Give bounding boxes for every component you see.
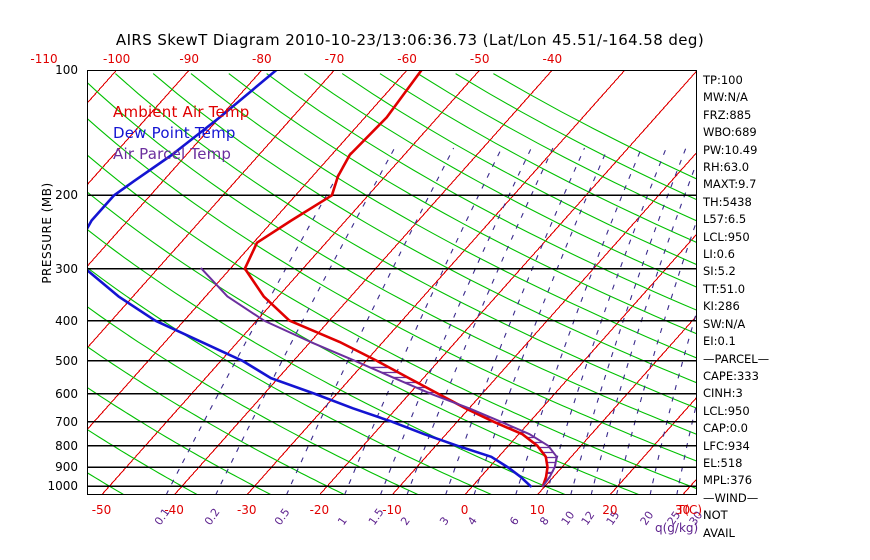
top-temp-tick--70: -70 — [324, 52, 345, 66]
stat-line-4: PW:10.49 — [703, 142, 758, 157]
top-temp-tick--50: -50 — [469, 52, 490, 66]
stat-line-5: RH:63.0 — [703, 160, 750, 175]
stat-line-13: KI:286 — [703, 299, 740, 314]
top-temp-tick--100: -100 — [103, 52, 131, 66]
bottom-temp-tick--20: -20 — [309, 503, 330, 517]
stat-line-11: SI:5.2 — [703, 264, 736, 279]
stat-line-21: LFC:934 — [703, 438, 750, 453]
top-temp-tick--90: -90 — [179, 52, 200, 66]
stat-line-10: LI:0.6 — [703, 247, 735, 262]
x-axis-temp-label: T(C) — [677, 503, 703, 517]
pressure-tick-400: 400 — [55, 313, 78, 328]
mixing-ratio-tick-20: 20 — [637, 508, 657, 528]
bottom-temp-tick--50: -50 — [91, 503, 112, 517]
pressure-tick-800: 800 — [55, 438, 78, 453]
stat-line-16: —PARCEL— — [703, 351, 770, 366]
x-axis-mixing-label: q(g/kg) — [655, 521, 699, 535]
stat-line-18: CINH:3 — [703, 386, 743, 401]
bottom-temp-tick-10: 10 — [529, 503, 545, 517]
stat-line-1: MW:N/A — [703, 90, 748, 105]
top-temp-tick--60: -60 — [397, 52, 417, 66]
bottom-temp-tick--40: -40 — [164, 503, 184, 517]
stat-line-3: WBO:689 — [703, 125, 757, 140]
stat-line-0: TP:100 — [703, 73, 743, 87]
bottom-temp-tick--10: -10 — [382, 503, 402, 517]
legend-ambient: Ambient Air Temp — [113, 103, 250, 121]
pressure-tick-700: 700 — [55, 414, 78, 429]
legend-dewpoint: Dew Point Temp — [113, 124, 236, 142]
legend-parcel: Air Parcel Temp — [113, 145, 232, 163]
pressure-tick-900: 900 — [55, 460, 78, 475]
stat-line-7: TH:5438 — [703, 194, 752, 209]
mixing-ratio-tick-0.5: 0.5 — [272, 505, 294, 528]
bottom-temp-tick-0: 0 — [460, 503, 469, 517]
mixing-ratio-tick-1: 1 — [335, 514, 351, 528]
mixing-ratio-tick-6: 6 — [506, 514, 522, 528]
mixing-ratio-tick-2: 2 — [398, 514, 413, 528]
mixing-ratio-tick-0.2: 0.2 — [201, 505, 223, 528]
pressure-tick-600: 600 — [55, 386, 78, 401]
top-temp-tick--40: -40 — [542, 52, 563, 66]
top-temp-tick--80: -80 — [252, 52, 272, 66]
mixing-ratio-tick-12: 12 — [578, 508, 598, 528]
stat-line-25: NOT — [703, 508, 728, 523]
skewt-canvas — [87, 70, 697, 495]
pressure-tick-200: 200 — [55, 188, 78, 203]
mixing-ratio-tick-8: 8 — [537, 514, 553, 528]
stat-line-26: AVAIL — [703, 525, 735, 540]
pressure-axis-title: PRESSURE (MB) — [40, 182, 54, 284]
page-title: AIRS SkewT Diagram 2010-10-23/13:06:36.7… — [115, 31, 705, 49]
mixing-ratio-tick-3: 3 — [436, 514, 452, 528]
pressure-tick-500: 500 — [55, 353, 78, 368]
pressure-tick-300: 300 — [55, 261, 78, 276]
sounding-stats-panel: TP:100 MW:N/A FRZ:885 WBO:689 PW:10.49 RH:63.… — [703, 72, 823, 542]
stat-line-20: CAP:0.0 — [703, 421, 748, 436]
mixing-ratio-tick-10: 10 — [558, 508, 578, 528]
plot-area — [87, 70, 697, 495]
stat-line-17: CAPE:333 — [703, 368, 759, 383]
bottom-temp-tick--30: -30 — [236, 503, 257, 517]
pressure-tick-1000: 1000 — [47, 479, 78, 494]
bottom-temp-tick-30: 30 — [674, 503, 691, 517]
stat-line-14: SW:N/A — [703, 316, 746, 331]
bottom-temp-tick-20: 20 — [602, 503, 618, 517]
pressure-tick-100: 100 — [55, 63, 78, 77]
stat-line-15: EI:0.1 — [703, 334, 736, 349]
top-temp-tick--110: -110 — [30, 52, 58, 66]
stat-line-2: FRZ:885 — [703, 107, 752, 122]
stat-line-6: MAXT:9.7 — [703, 177, 757, 192]
stat-line-24: —WIND— — [703, 490, 759, 505]
stat-line-8: L57:6.5 — [703, 212, 747, 227]
stat-line-22: EL:518 — [703, 455, 743, 470]
mixing-ratio-tick-4: 4 — [465, 514, 480, 528]
stat-line-9: LCL:950 — [703, 229, 750, 244]
stat-line-12: TT:51.0 — [703, 281, 746, 296]
stat-line-19: LCL:950 — [703, 403, 750, 418]
stat-line-23: MPL:376 — [703, 473, 753, 488]
